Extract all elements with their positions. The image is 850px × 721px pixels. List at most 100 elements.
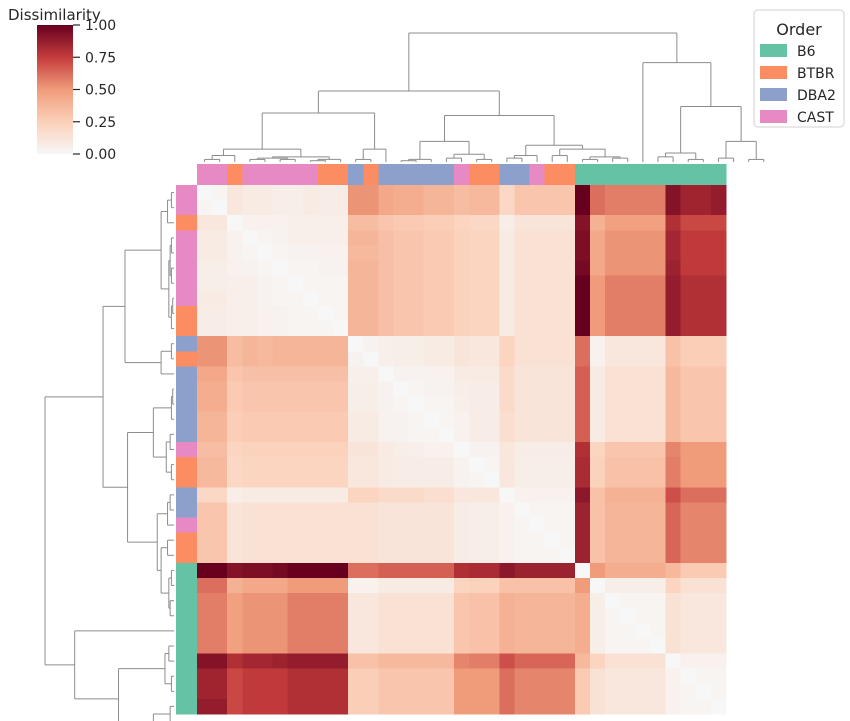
heatmap-cell	[378, 472, 394, 488]
heatmap-cell	[423, 547, 440, 564]
heatmap-cell	[574, 683, 591, 700]
heatmap-cell	[620, 608, 636, 624]
heatmap-cell	[408, 608, 425, 624]
heatmap-cell	[438, 200, 455, 216]
row-color-b6	[176, 668, 197, 685]
heatmap-cell	[363, 230, 379, 246]
heatmap-cell	[227, 381, 243, 398]
heatmap-cell	[287, 290, 304, 307]
heatmap-cell	[635, 275, 651, 292]
heatmap-cell	[544, 532, 561, 549]
heatmap-cell	[333, 336, 349, 352]
heatmap-cell	[272, 502, 289, 519]
heatmap-cell	[484, 426, 500, 443]
heatmap-cell	[635, 547, 651, 564]
heatmap-cell	[348, 245, 364, 262]
heatmap-cell	[393, 457, 410, 473]
heatmap-cell	[529, 230, 546, 246]
heatmap-cell	[363, 185, 379, 201]
heatmap-cell	[635, 698, 651, 715]
heatmap-cell	[514, 321, 531, 337]
heatmap-cell	[257, 577, 274, 594]
heatmap-cell	[514, 230, 531, 246]
heatmap-cell	[589, 653, 606, 670]
heatmap-cell	[227, 457, 243, 473]
heatmap-cell	[197, 593, 213, 609]
heatmap-cell	[559, 185, 576, 201]
heatmap-cell	[408, 230, 425, 246]
heatmap-cell	[589, 200, 606, 216]
heatmap-cell	[287, 577, 304, 594]
heatmap-cell	[680, 577, 697, 594]
heatmap-cell	[287, 487, 304, 503]
heatmap-cell	[680, 638, 697, 655]
heatmap-cell	[484, 638, 500, 655]
heatmap-cell	[529, 668, 546, 685]
heatmap-cell	[408, 623, 425, 639]
heatmap-cell	[197, 305, 213, 322]
heatmap-cell	[499, 668, 515, 685]
heatmap-cell	[408, 653, 425, 670]
heatmap-cell	[257, 260, 274, 277]
heatmap-cell	[589, 260, 606, 277]
heatmap-cell	[348, 290, 364, 307]
row-color-cast	[176, 275, 197, 292]
heatmap-cell	[559, 472, 576, 488]
heatmap-cell	[393, 653, 410, 670]
heatmap-cell	[317, 683, 334, 700]
heatmap-cell	[408, 275, 425, 292]
heatmap-cell	[710, 517, 727, 534]
heatmap-cell	[197, 577, 213, 594]
heatmap-cell	[710, 623, 727, 639]
legend-label-cast: CAST	[797, 110, 834, 126]
heatmap-cell	[438, 653, 455, 670]
row-color-cast	[176, 245, 197, 262]
heatmap-cell	[333, 215, 349, 231]
row-color-btbr	[176, 472, 197, 488]
heatmap-cell	[348, 336, 364, 352]
heatmap-cell	[393, 623, 410, 639]
heatmap-cell	[408, 472, 425, 488]
heatmap-cell	[695, 577, 712, 594]
heatmap-cell	[620, 200, 636, 216]
heatmap-cell	[393, 532, 410, 549]
heatmap-cell	[257, 411, 274, 428]
heatmap-cell	[605, 290, 621, 307]
heatmap-cell	[393, 547, 410, 564]
heatmap-cell	[333, 502, 349, 519]
heatmap-cell	[317, 441, 334, 458]
heatmap-cell	[227, 668, 243, 685]
heatmap-cell	[469, 502, 485, 519]
heatmap-cell	[302, 668, 319, 685]
heatmap-cell	[680, 321, 697, 337]
heatmap-cell	[514, 245, 531, 262]
heatmap-cell	[484, 366, 500, 382]
heatmap-cell	[333, 245, 349, 262]
row-color-btbr	[176, 457, 197, 473]
heatmap-cell	[605, 457, 621, 473]
heatmap-cell	[695, 351, 712, 367]
heatmap-cell	[589, 668, 606, 685]
heatmap-cell	[529, 290, 546, 307]
heatmap-cell	[620, 457, 636, 473]
heatmap-cell	[423, 653, 440, 670]
heatmap-cell	[695, 305, 712, 322]
heatmap-cell	[302, 366, 319, 382]
heatmap-cell	[227, 290, 243, 307]
heatmap-cell	[529, 638, 546, 655]
heatmap-cell	[650, 336, 667, 352]
column-strain-colors	[197, 164, 727, 185]
heatmap-cell	[227, 411, 243, 428]
heatmap-cell	[589, 532, 606, 549]
heatmap-cell	[227, 683, 243, 700]
heatmap-cell	[529, 411, 546, 428]
heatmap-cell	[302, 487, 319, 503]
heatmap-cell	[499, 230, 515, 246]
heatmap-cell	[317, 245, 334, 262]
heatmap-cell	[317, 517, 334, 534]
heatmap-cell	[574, 215, 591, 231]
heatmap-cell	[378, 683, 394, 700]
heatmap-cell	[574, 457, 591, 473]
heatmap-cell	[605, 305, 621, 322]
heatmap-cell	[469, 698, 485, 715]
